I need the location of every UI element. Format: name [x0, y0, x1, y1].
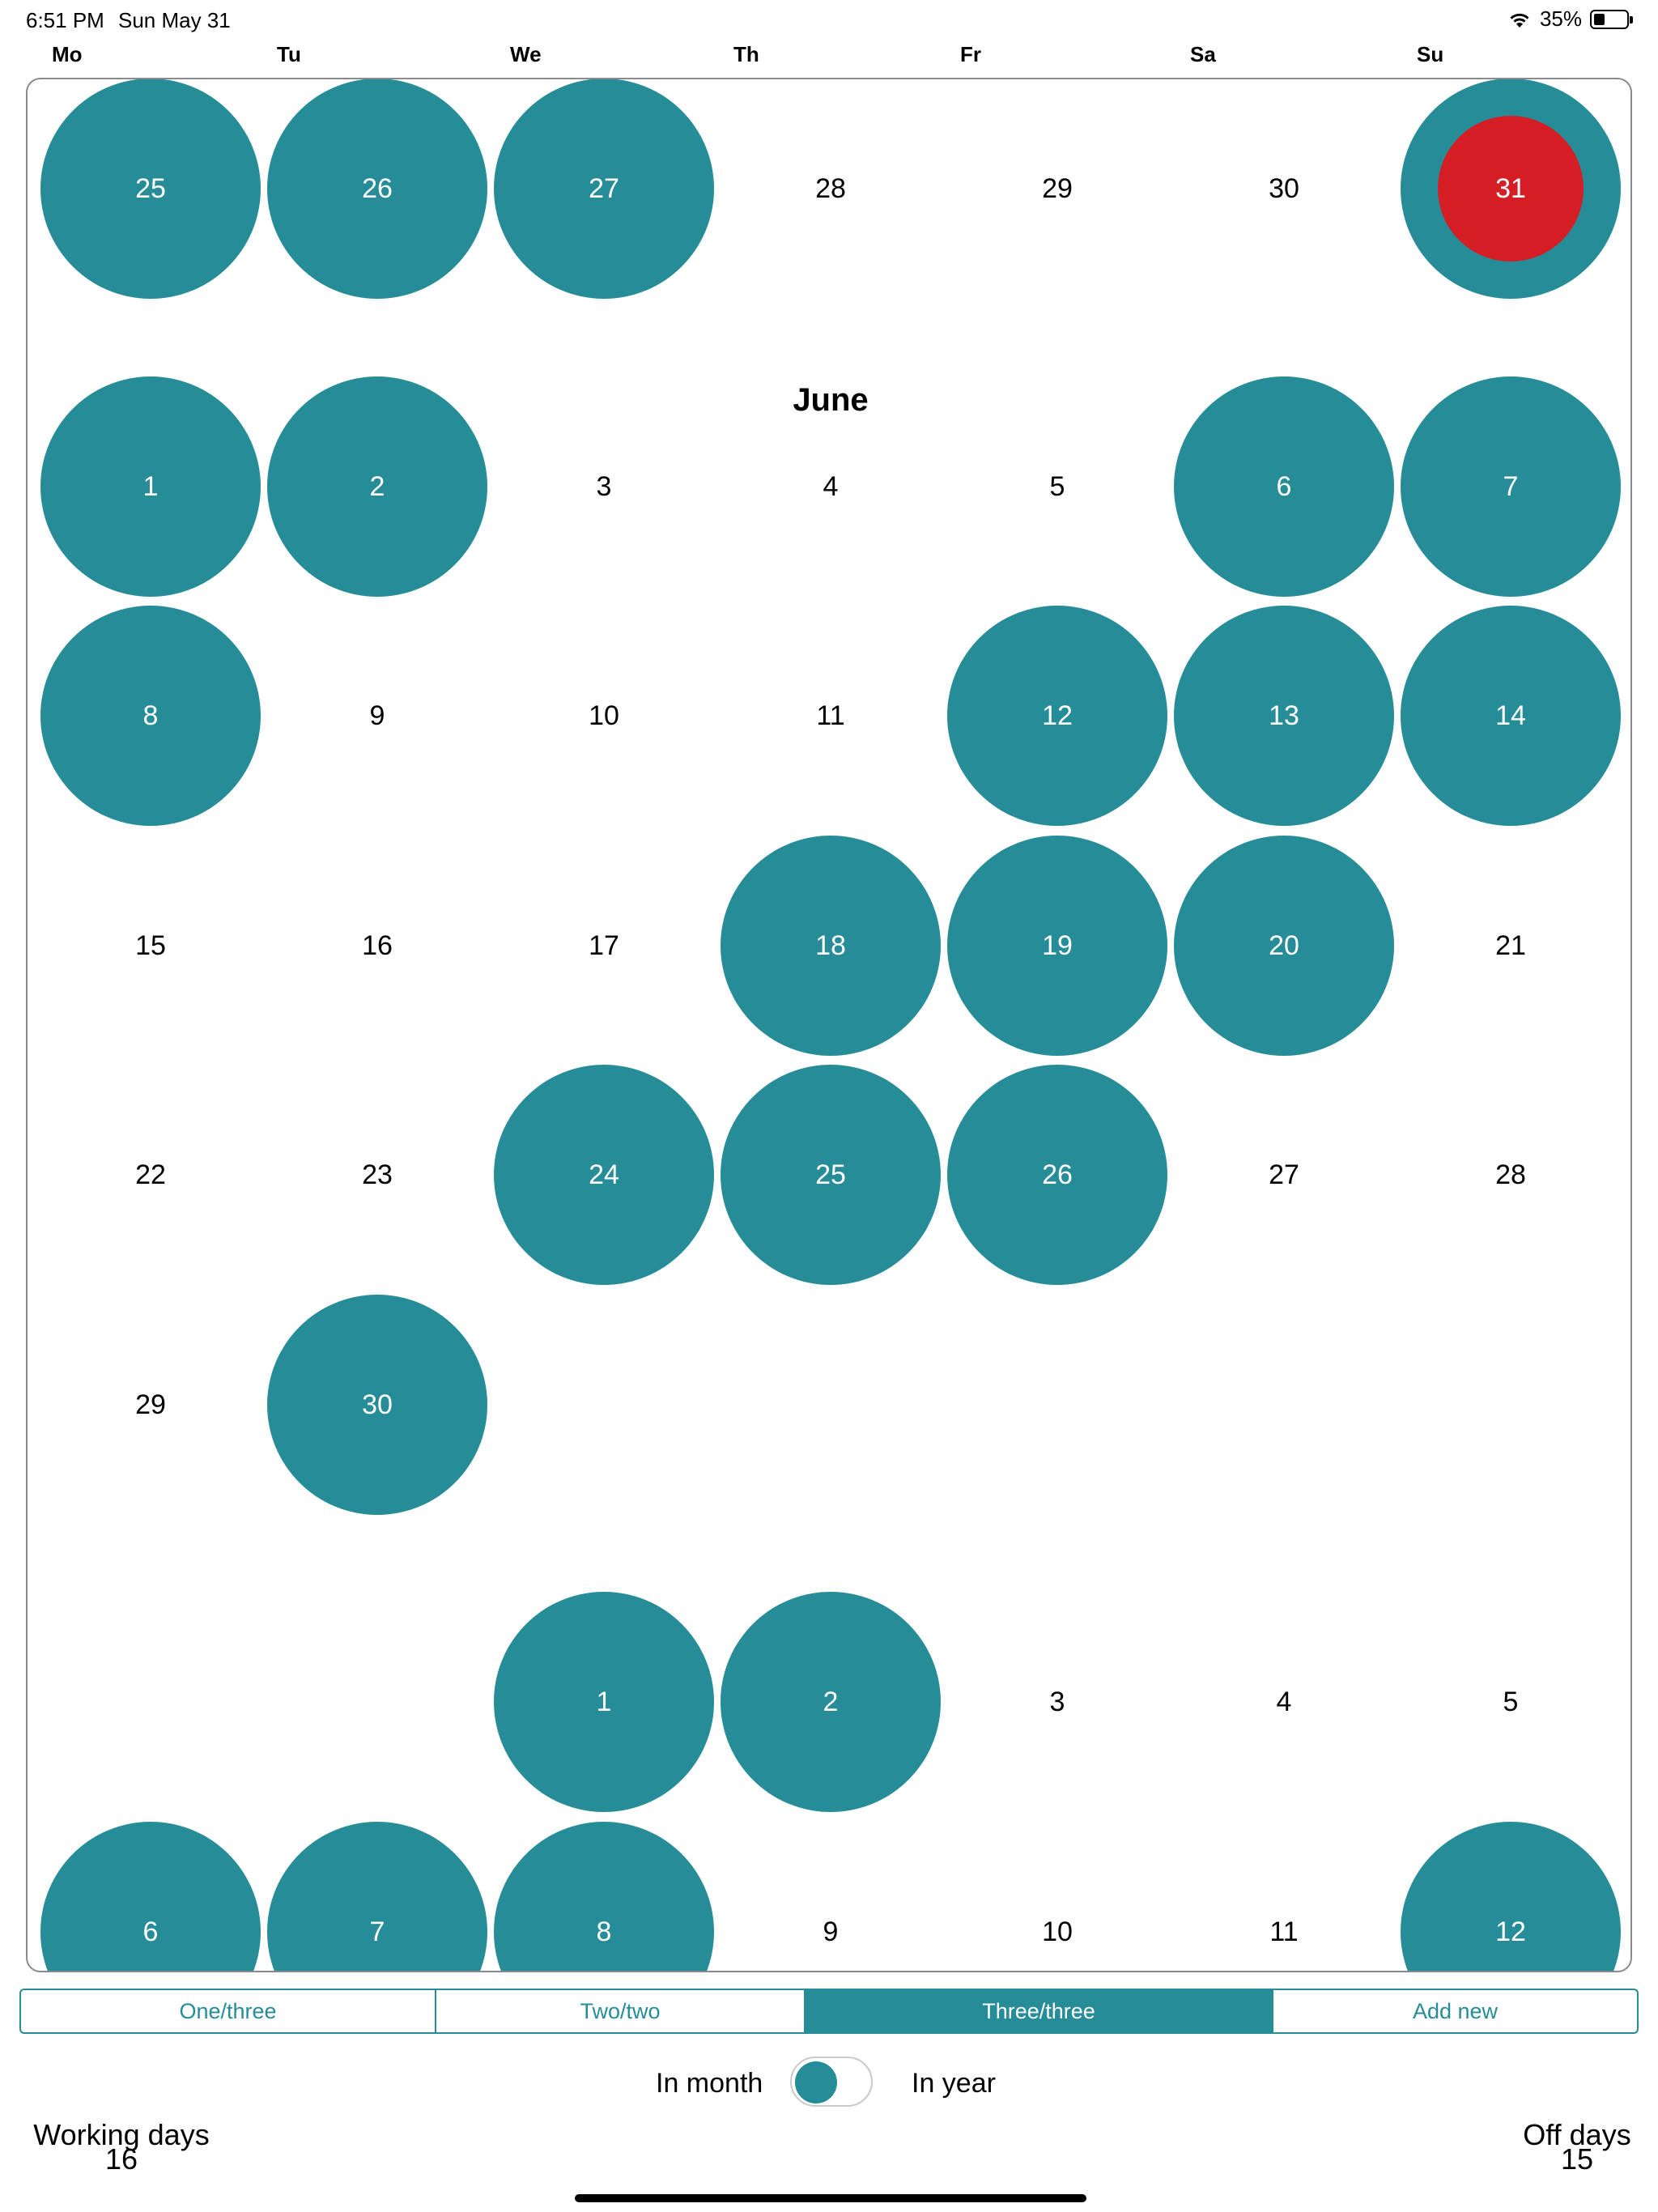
schedule-selector[interactable]: One/three Two/two Three/three Add new [19, 1989, 1639, 2034]
day-cell[interactable]: 28 [815, 172, 846, 204]
day-cell[interactable]: 13 [1174, 606, 1394, 826]
weekday-tu: Tu [277, 42, 301, 66]
weekday-th: Th [733, 42, 759, 66]
battery-level [1594, 13, 1605, 25]
day-cell[interactable]: 27 [1269, 1159, 1299, 1190]
day-cell[interactable]: 21 [1495, 929, 1526, 961]
day-cell[interactable]: 11 [1269, 1916, 1299, 1947]
today-marker: 31 [1438, 116, 1584, 262]
status-date: Sun May 31 [118, 8, 231, 32]
weekday-header: Mo Tu We Th Fr Sa Su [0, 42, 1658, 71]
day-cell[interactable]: 3 [1049, 1686, 1065, 1717]
weekday-fr: Fr [960, 42, 981, 66]
day-cell[interactable]: 7 [267, 1822, 487, 1971]
day-cell[interactable]: 9 [369, 700, 385, 731]
day-cell[interactable]: 6 [40, 1822, 261, 1971]
day-cell[interactable]: 7 [1401, 376, 1621, 597]
in-month-label: In month [656, 2068, 763, 2099]
day-cell[interactable]: 18 [721, 836, 941, 1056]
off-days-label: Off days [1523, 2118, 1631, 2151]
day-cell[interactable]: 2 [267, 376, 487, 597]
day-cell[interactable]: 25 [721, 1065, 941, 1285]
schedule-one-three[interactable]: One/three [179, 1998, 277, 2023]
wifi-icon [1510, 13, 1529, 28]
day-cell[interactable]: 12 [947, 606, 1167, 826]
day-cell[interactable]: 16 [362, 929, 393, 961]
day-cell[interactable]: 1 [40, 376, 261, 597]
schedule-three-three[interactable]: Three/three [804, 1990, 1272, 2032]
day-cell[interactable]: 30 [267, 1295, 487, 1515]
day-cell[interactable]: 29 [1042, 172, 1073, 204]
day-cell[interactable]: 24 [494, 1065, 714, 1285]
day-cell[interactable]: 9 [823, 1916, 839, 1947]
day-cell[interactable]: 5 [1049, 470, 1065, 502]
home-indicator [575, 2194, 1086, 2202]
working-days-value: 16 [104, 2142, 138, 2176]
day-cell[interactable]: 19 [947, 836, 1167, 1056]
day-cell[interactable]: 1 [494, 1592, 714, 1812]
in-year-label: In year [912, 2068, 996, 2099]
weekday-we: We [510, 42, 542, 66]
status-time: 6:51 PM [26, 8, 104, 32]
schedule-add-new[interactable]: Add new [1272, 1990, 1637, 2032]
weekday-mo: Mo [52, 42, 83, 66]
day-cell[interactable]: 27 [494, 79, 714, 299]
day-cell[interactable]: 12 [1401, 1822, 1621, 1971]
day-cell[interactable]: 3 [596, 470, 612, 502]
working-days-label: Working days [33, 2118, 210, 2151]
day-cell[interactable]: 2 [721, 1592, 941, 1812]
day-cell[interactable]: 10 [1042, 1916, 1073, 1947]
off-days-value: 15 [1560, 2142, 1594, 2176]
day-cell[interactable]: 22 [135, 1159, 166, 1190]
day-cell[interactable]: 25 [40, 79, 261, 299]
day-cell[interactable]: 6 [1174, 376, 1394, 597]
day-cell[interactable]: 28 [1495, 1159, 1526, 1190]
status-indicators: 35% [1507, 6, 1633, 32]
calendar-view[interactable]: 25 26 27 28 29 30 31 June 1 2 3 4 5 6 7 8 9 10 11 12 13 14 15 1… [26, 78, 1632, 1972]
schedule-two-two[interactable]: Two/two [435, 1990, 804, 2032]
day-cell[interactable]: 26 [947, 1065, 1167, 1285]
weekday-su: Su [1417, 42, 1444, 66]
period-toggle[interactable] [790, 2057, 873, 2107]
day-cell[interactable]: 14 [1401, 606, 1621, 826]
day-cell[interactable]: 17 [589, 929, 619, 961]
day-cell[interactable]: 5 [1503, 1686, 1519, 1717]
day-cell[interactable]: 26 [267, 79, 487, 299]
day-cell[interactable]: 8 [40, 606, 261, 826]
battery-percent: 35% [1539, 6, 1582, 31]
working-days-stat: Working days 16 [26, 2118, 217, 2176]
battery-icon [1590, 9, 1633, 29]
day-cell[interactable]: 10 [589, 700, 619, 731]
day-cell[interactable]: 15 [135, 929, 166, 961]
day-cell[interactable]: 4 [1276, 1686, 1292, 1717]
status-bar: 6:51 PM Sun May 31 35% [0, 0, 1658, 39]
day-cell-today[interactable]: 31 [1401, 79, 1621, 299]
day-cell[interactable]: 23 [362, 1159, 393, 1190]
day-cell[interactable]: 11 [816, 700, 845, 731]
day-cell[interactable]: 29 [135, 1389, 166, 1420]
off-days-stat: Off days 15 [1519, 2118, 1635, 2176]
day-cell[interactable]: 8 [494, 1822, 714, 1971]
day-cell[interactable]: 4 [823, 470, 839, 502]
day-cell[interactable]: 20 [1174, 836, 1394, 1056]
day-cell[interactable]: 30 [1269, 172, 1299, 204]
toggle-knob [795, 2061, 837, 2104]
period-toggle-row: In month In year [0, 2052, 1658, 2116]
weekday-sa: Sa [1190, 42, 1216, 66]
month-label-june: June [793, 382, 869, 418]
